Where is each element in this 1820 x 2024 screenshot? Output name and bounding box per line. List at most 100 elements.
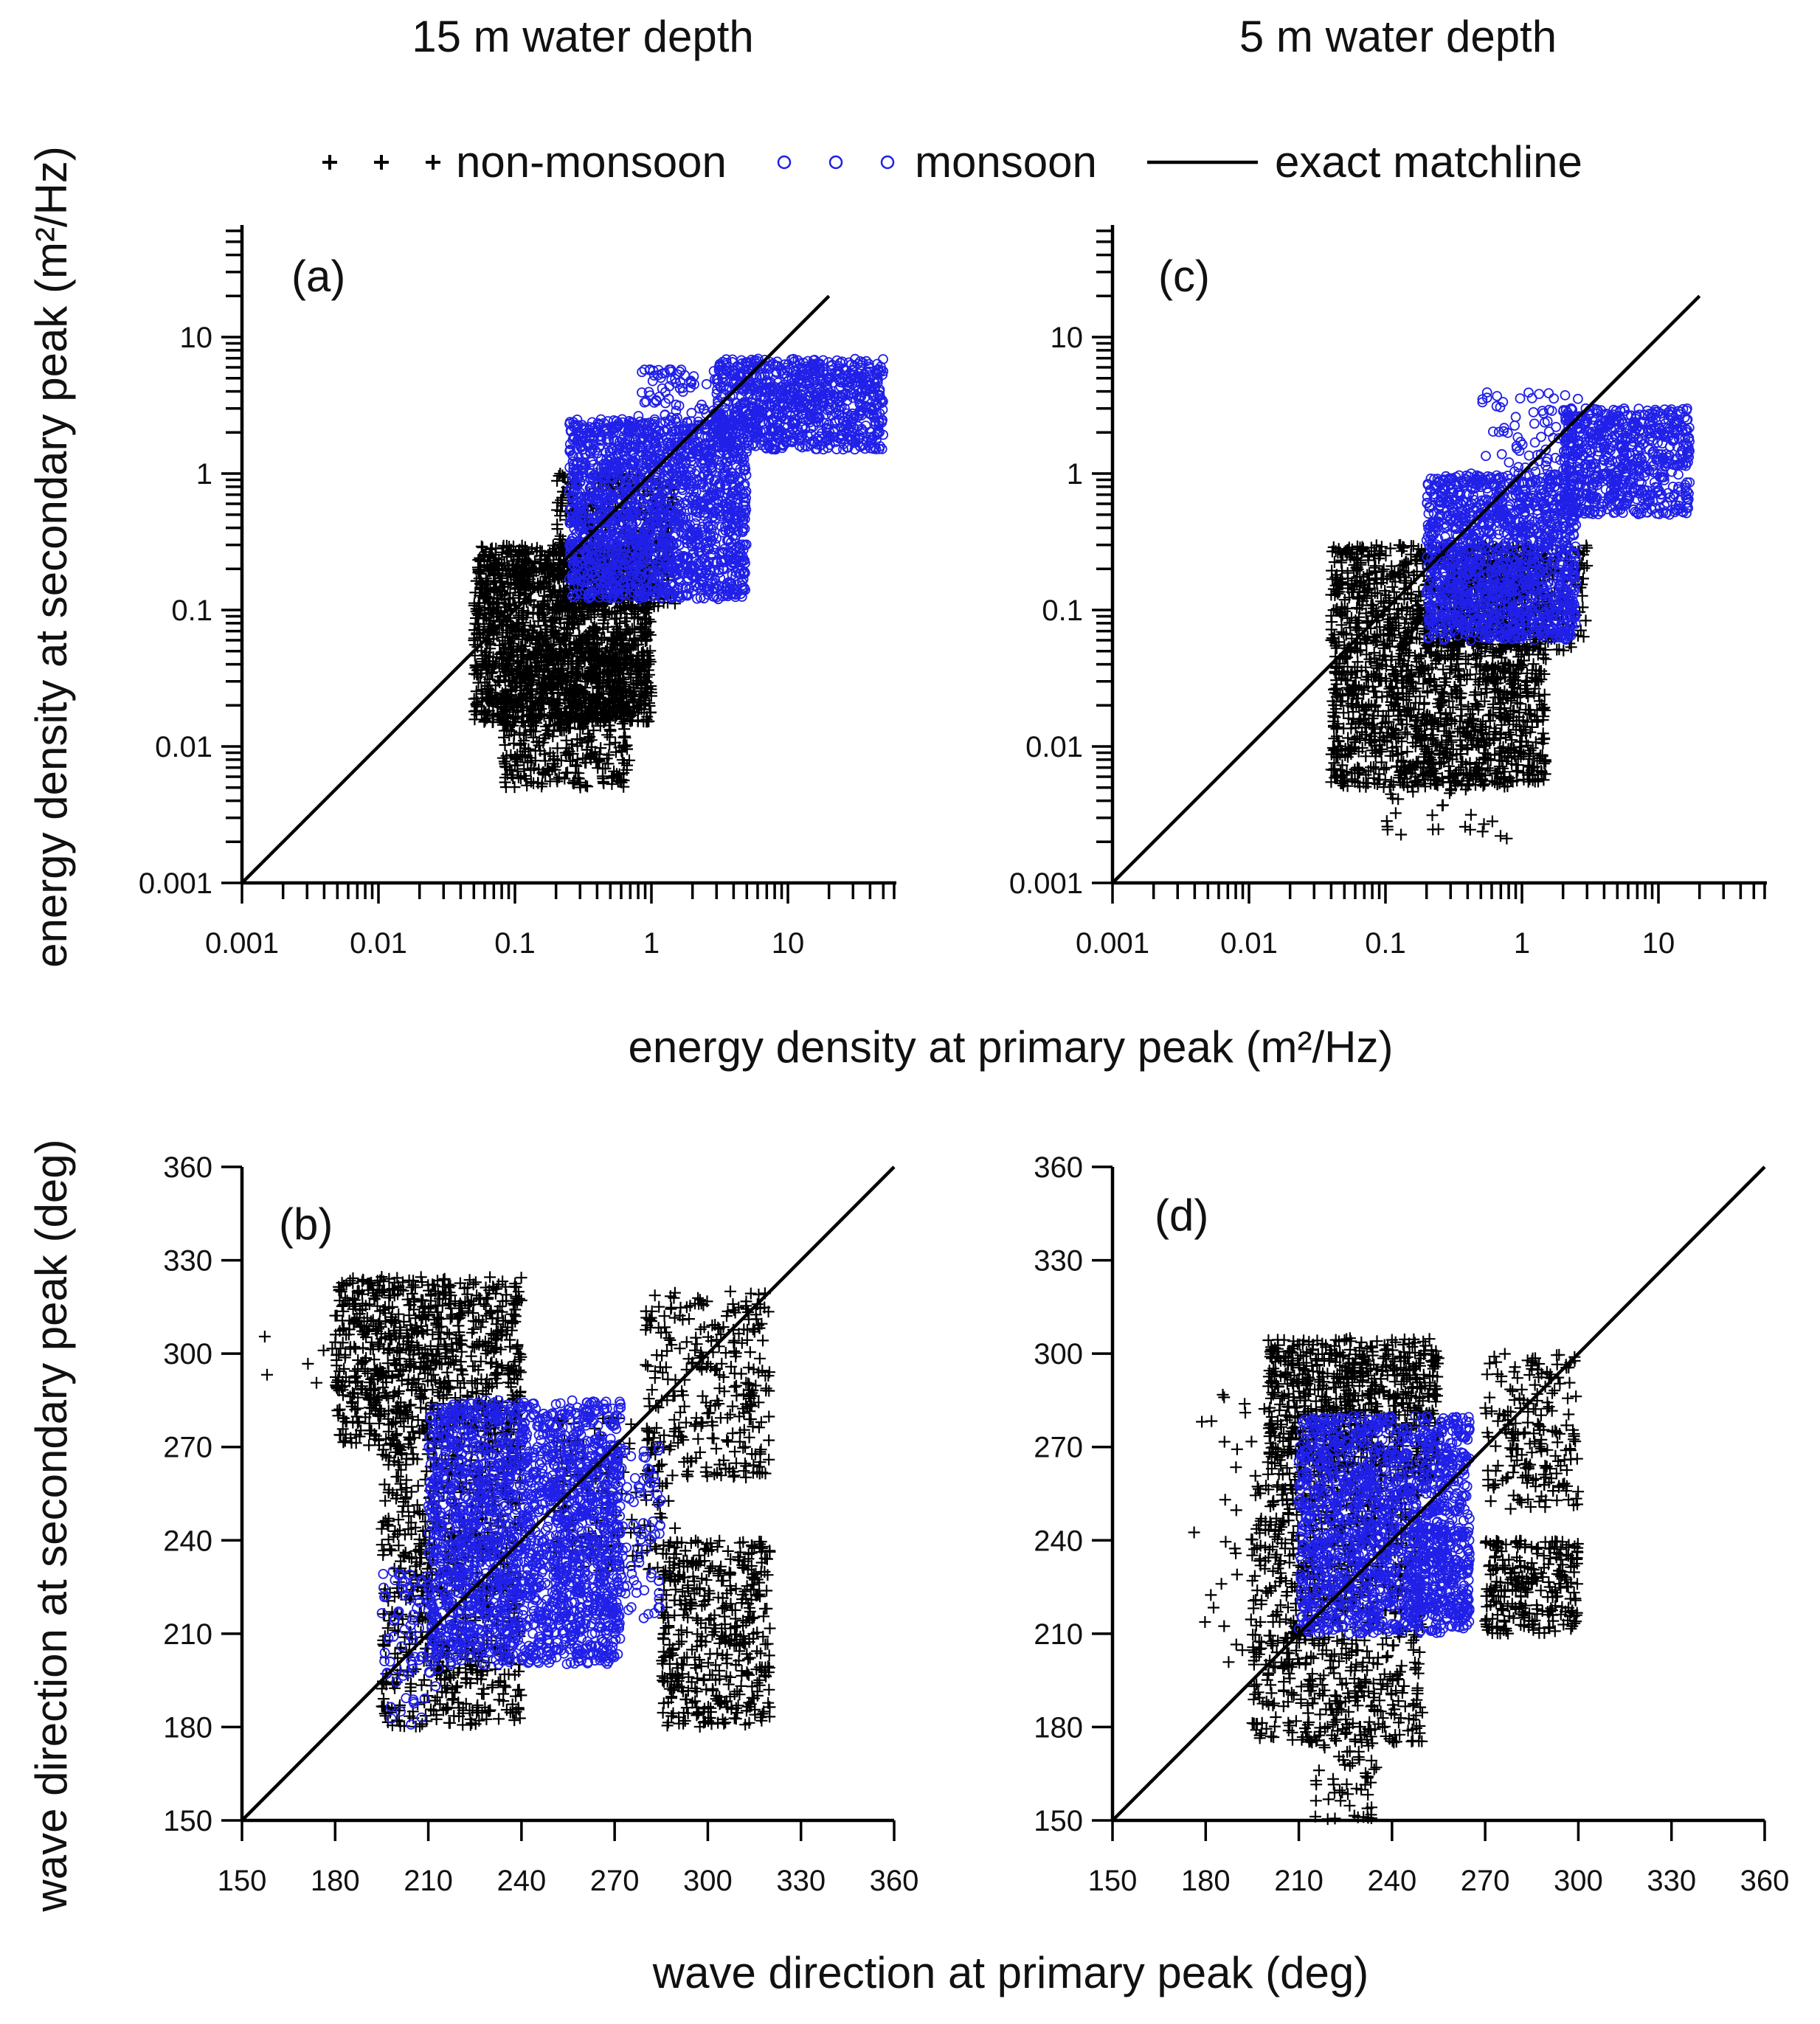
monsoon-point [575, 589, 587, 599]
monsoon-point [737, 527, 748, 538]
monsoon-point [564, 417, 575, 428]
monsoon-point [585, 448, 596, 459]
monsoon-point [737, 517, 748, 527]
monsoon-point [721, 501, 731, 511]
monsoon-point [705, 530, 716, 541]
monsoon-point [637, 447, 647, 458]
monsoon-point [608, 492, 619, 503]
monsoon-point [690, 538, 701, 548]
monsoon-point [706, 462, 717, 473]
monsoon-point [667, 568, 678, 578]
monsoon-point [648, 591, 658, 602]
monsoon-point [690, 518, 701, 529]
monsoon-point [613, 487, 624, 498]
monsoon-point [564, 573, 575, 584]
monsoon-point [612, 493, 623, 505]
monsoon-point [657, 489, 668, 500]
monsoon-point [659, 510, 670, 521]
monsoon-point [667, 448, 677, 460]
monsoon-point [674, 540, 685, 551]
monsoon-point [668, 485, 679, 496]
monsoon-point [726, 508, 737, 519]
monsoon-point [636, 558, 647, 569]
monsoon-point [618, 510, 629, 521]
y-tick-label: 0.001 [139, 867, 212, 900]
monsoon-point [606, 508, 617, 519]
monsoon-point [675, 466, 685, 477]
legend-monsoon-label: monsoon [915, 137, 1097, 187]
monsoon-point [628, 568, 639, 579]
monsoon-point [611, 538, 622, 550]
monsoon-point [740, 463, 751, 474]
y-tick-label: 0.1 [171, 595, 212, 627]
column-title-15m: 15 m water depth [412, 12, 754, 61]
x-tick-label: 0.001 [205, 927, 279, 960]
monsoon-point [718, 547, 729, 558]
monsoon-point [713, 564, 724, 575]
monsoon-point [608, 434, 619, 444]
monsoon-point [567, 456, 578, 467]
monsoon-point [725, 526, 736, 537]
monsoon-point [586, 485, 596, 496]
monsoon-point [720, 589, 731, 600]
monsoon-point [711, 454, 722, 465]
x-tick-label: 1 [1514, 927, 1530, 960]
x-tick-label: 1 [643, 927, 660, 960]
monsoon-point [708, 592, 719, 602]
monsoon-point [718, 557, 729, 568]
monsoon-point [695, 592, 706, 603]
monsoon-point [665, 589, 676, 600]
monsoon-point [736, 448, 747, 460]
monsoon-point [648, 488, 660, 499]
monsoon-point [698, 454, 709, 465]
monsoon-point [662, 471, 673, 481]
series-monsoon [564, 353, 889, 605]
monsoon-point [575, 476, 586, 488]
x-tick-label: 0.01 [350, 927, 407, 960]
monsoon-point [690, 570, 700, 581]
monsoon-point [585, 560, 596, 571]
monsoon-point [660, 475, 670, 486]
monsoon-point [634, 591, 646, 602]
monsoon-point [671, 538, 682, 549]
monsoon-point [680, 512, 691, 523]
monsoon-point [688, 585, 699, 596]
monsoon-point [719, 467, 730, 478]
monsoon-point [711, 533, 722, 544]
monsoon-point [601, 434, 612, 446]
monsoon-point [578, 567, 589, 578]
monsoon-point [729, 554, 740, 565]
monsoon-point [706, 578, 716, 589]
monsoon-point [620, 580, 630, 591]
monsoon-point [567, 491, 578, 502]
monsoon-point [572, 560, 583, 571]
monsoon-point [567, 471, 578, 482]
monsoon-point [647, 375, 658, 387]
monsoon-point [633, 463, 643, 474]
monsoon-point [593, 521, 604, 532]
y-tick-label: 0.001 [1009, 867, 1083, 900]
monsoon-point [702, 536, 713, 547]
monsoon-point [642, 544, 653, 555]
monsoon-point [578, 528, 589, 539]
monsoon-point [701, 567, 712, 578]
monsoon-point [696, 496, 707, 507]
monsoon-point [617, 467, 627, 478]
monsoon-point [579, 491, 590, 502]
monsoon-point [741, 539, 752, 550]
monsoon-point [601, 586, 612, 597]
monsoon-point [627, 457, 638, 468]
monsoon-point [730, 589, 741, 599]
series-non-monsoon [468, 468, 681, 794]
monsoon-point [619, 558, 630, 569]
monsoon-point [726, 579, 737, 589]
monsoon-point [691, 511, 702, 522]
legend-matchline-label: exact matchline [1275, 137, 1582, 187]
monsoon-point [594, 534, 604, 544]
x-tick-label: 10 [772, 927, 805, 960]
panel-label-a: (a) [291, 252, 345, 301]
